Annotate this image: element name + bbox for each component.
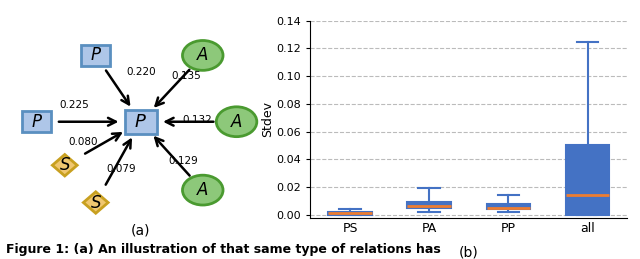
Text: 0.135: 0.135 [171,71,201,81]
Text: $A$: $A$ [230,113,243,131]
Text: $A$: $A$ [196,181,209,199]
Text: 0.079: 0.079 [106,164,136,174]
Circle shape [216,107,257,137]
Polygon shape [52,155,77,176]
Text: 0.132: 0.132 [182,115,212,125]
FancyBboxPatch shape [81,45,110,66]
Polygon shape [83,192,108,213]
PathPatch shape [328,212,372,215]
Circle shape [182,175,223,205]
Text: 0.225: 0.225 [60,100,90,110]
Text: Figure 1: (a) An illustration of that same type of relations has: Figure 1: (a) An illustration of that sa… [6,243,441,256]
Text: (b): (b) [459,245,479,259]
Text: $A$: $A$ [196,46,209,64]
PathPatch shape [566,146,609,215]
Text: $P$: $P$ [90,46,102,64]
FancyBboxPatch shape [22,111,51,132]
Text: $S$: $S$ [90,193,102,212]
Text: 0.129: 0.129 [168,156,198,166]
FancyBboxPatch shape [125,110,157,134]
Circle shape [182,40,223,70]
Text: $S$: $S$ [59,156,71,174]
Y-axis label: Stdev: Stdev [261,101,274,137]
Text: (a): (a) [131,224,150,238]
Text: 0.080: 0.080 [68,138,98,147]
Text: 0.220: 0.220 [126,67,156,77]
PathPatch shape [408,202,451,208]
Text: $P$: $P$ [134,113,147,131]
PathPatch shape [486,204,530,209]
Text: $P$: $P$ [31,113,43,131]
